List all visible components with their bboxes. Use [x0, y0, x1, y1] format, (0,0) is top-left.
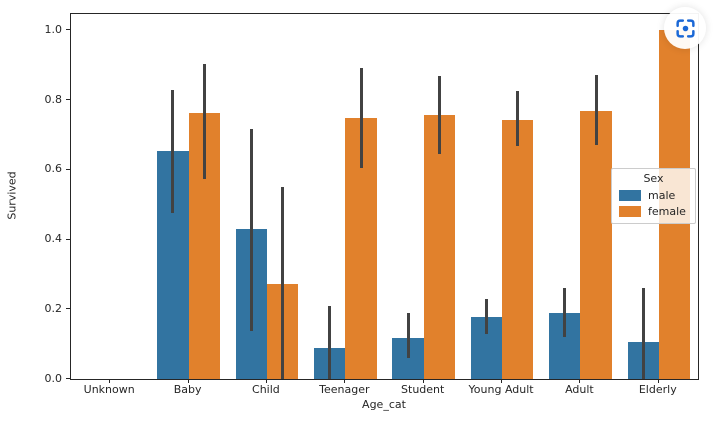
y-tick-mark	[66, 378, 70, 379]
x-tick-mark	[187, 379, 189, 383]
errorbar-female-teenager	[359, 68, 363, 169]
x-tick-mark	[344, 379, 346, 383]
capture-button[interactable]	[664, 7, 706, 49]
errorbar-female-young-adult	[516, 91, 520, 147]
errorbar-female-baby	[202, 64, 206, 180]
legend-label-male: male	[648, 188, 676, 202]
y-tick-label: 0.2	[44, 301, 63, 315]
x-tick-label-child: Child	[252, 383, 280, 396]
x-tick-label-student: Student	[401, 383, 445, 396]
legend: Sex male female	[611, 168, 696, 224]
x-tick-mark	[422, 379, 424, 383]
capture-lens-icon	[674, 17, 697, 40]
y-tick-mark	[66, 99, 70, 101]
legend-title: Sex	[643, 172, 664, 185]
bar-female-young-adult	[502, 119, 534, 379]
x-axis-label: Age_cat	[362, 398, 406, 411]
y-tick-mark	[66, 168, 70, 170]
x-tick-mark	[109, 379, 111, 383]
x-tick-mark	[501, 379, 503, 383]
errorbar-male-teenager	[328, 306, 332, 379]
x-tick-label-adult: Adult	[565, 383, 594, 396]
bar-female-student	[423, 114, 456, 379]
y-tick-mark	[66, 29, 70, 31]
plot-area	[70, 13, 699, 380]
legend-swatch-female	[619, 205, 641, 217]
y-tick-label: 0.0	[44, 371, 63, 385]
x-tick-label-unknown: Unknown	[83, 383, 135, 396]
y-tick-label: 0.6	[44, 162, 63, 176]
y-tick-mark	[66, 308, 70, 310]
errorbar-male-baby	[171, 90, 175, 213]
legend-label-female: female	[648, 204, 686, 218]
y-tick-label: 1.0	[44, 22, 63, 36]
errorbar-female-child	[281, 187, 285, 379]
x-tick-mark	[265, 379, 267, 383]
legend-swatch-male	[619, 189, 641, 201]
y-tick-label: 0.4	[44, 232, 63, 246]
errorbar-male-elderly	[641, 287, 645, 379]
y-tick-mark	[66, 238, 70, 240]
y-tick-label: 0.8	[44, 92, 63, 106]
legend-entry-female: female	[612, 203, 695, 219]
errorbar-female-student	[437, 76, 441, 155]
x-tick-label-teenager: Teenager	[319, 383, 370, 396]
legend-entries: male female	[612, 187, 695, 219]
legend-entry-male: male	[612, 187, 695, 203]
errorbar-female-adult	[594, 75, 598, 146]
errorbar-male-young-adult	[484, 298, 488, 334]
errorbar-male-child	[249, 129, 253, 331]
x-tick-label-baby: Baby	[173, 383, 202, 396]
x-tick-label-young-adult: Young Adult	[468, 383, 534, 396]
errorbar-male-student	[406, 312, 410, 358]
x-tick-label-elderly: Elderly	[638, 383, 677, 396]
x-tick-mark	[579, 379, 581, 383]
x-tick-mark	[657, 379, 659, 383]
errorbar-male-adult	[563, 287, 567, 338]
bar-female-adult	[580, 110, 612, 379]
y-axis-label: Survived	[5, 171, 19, 220]
